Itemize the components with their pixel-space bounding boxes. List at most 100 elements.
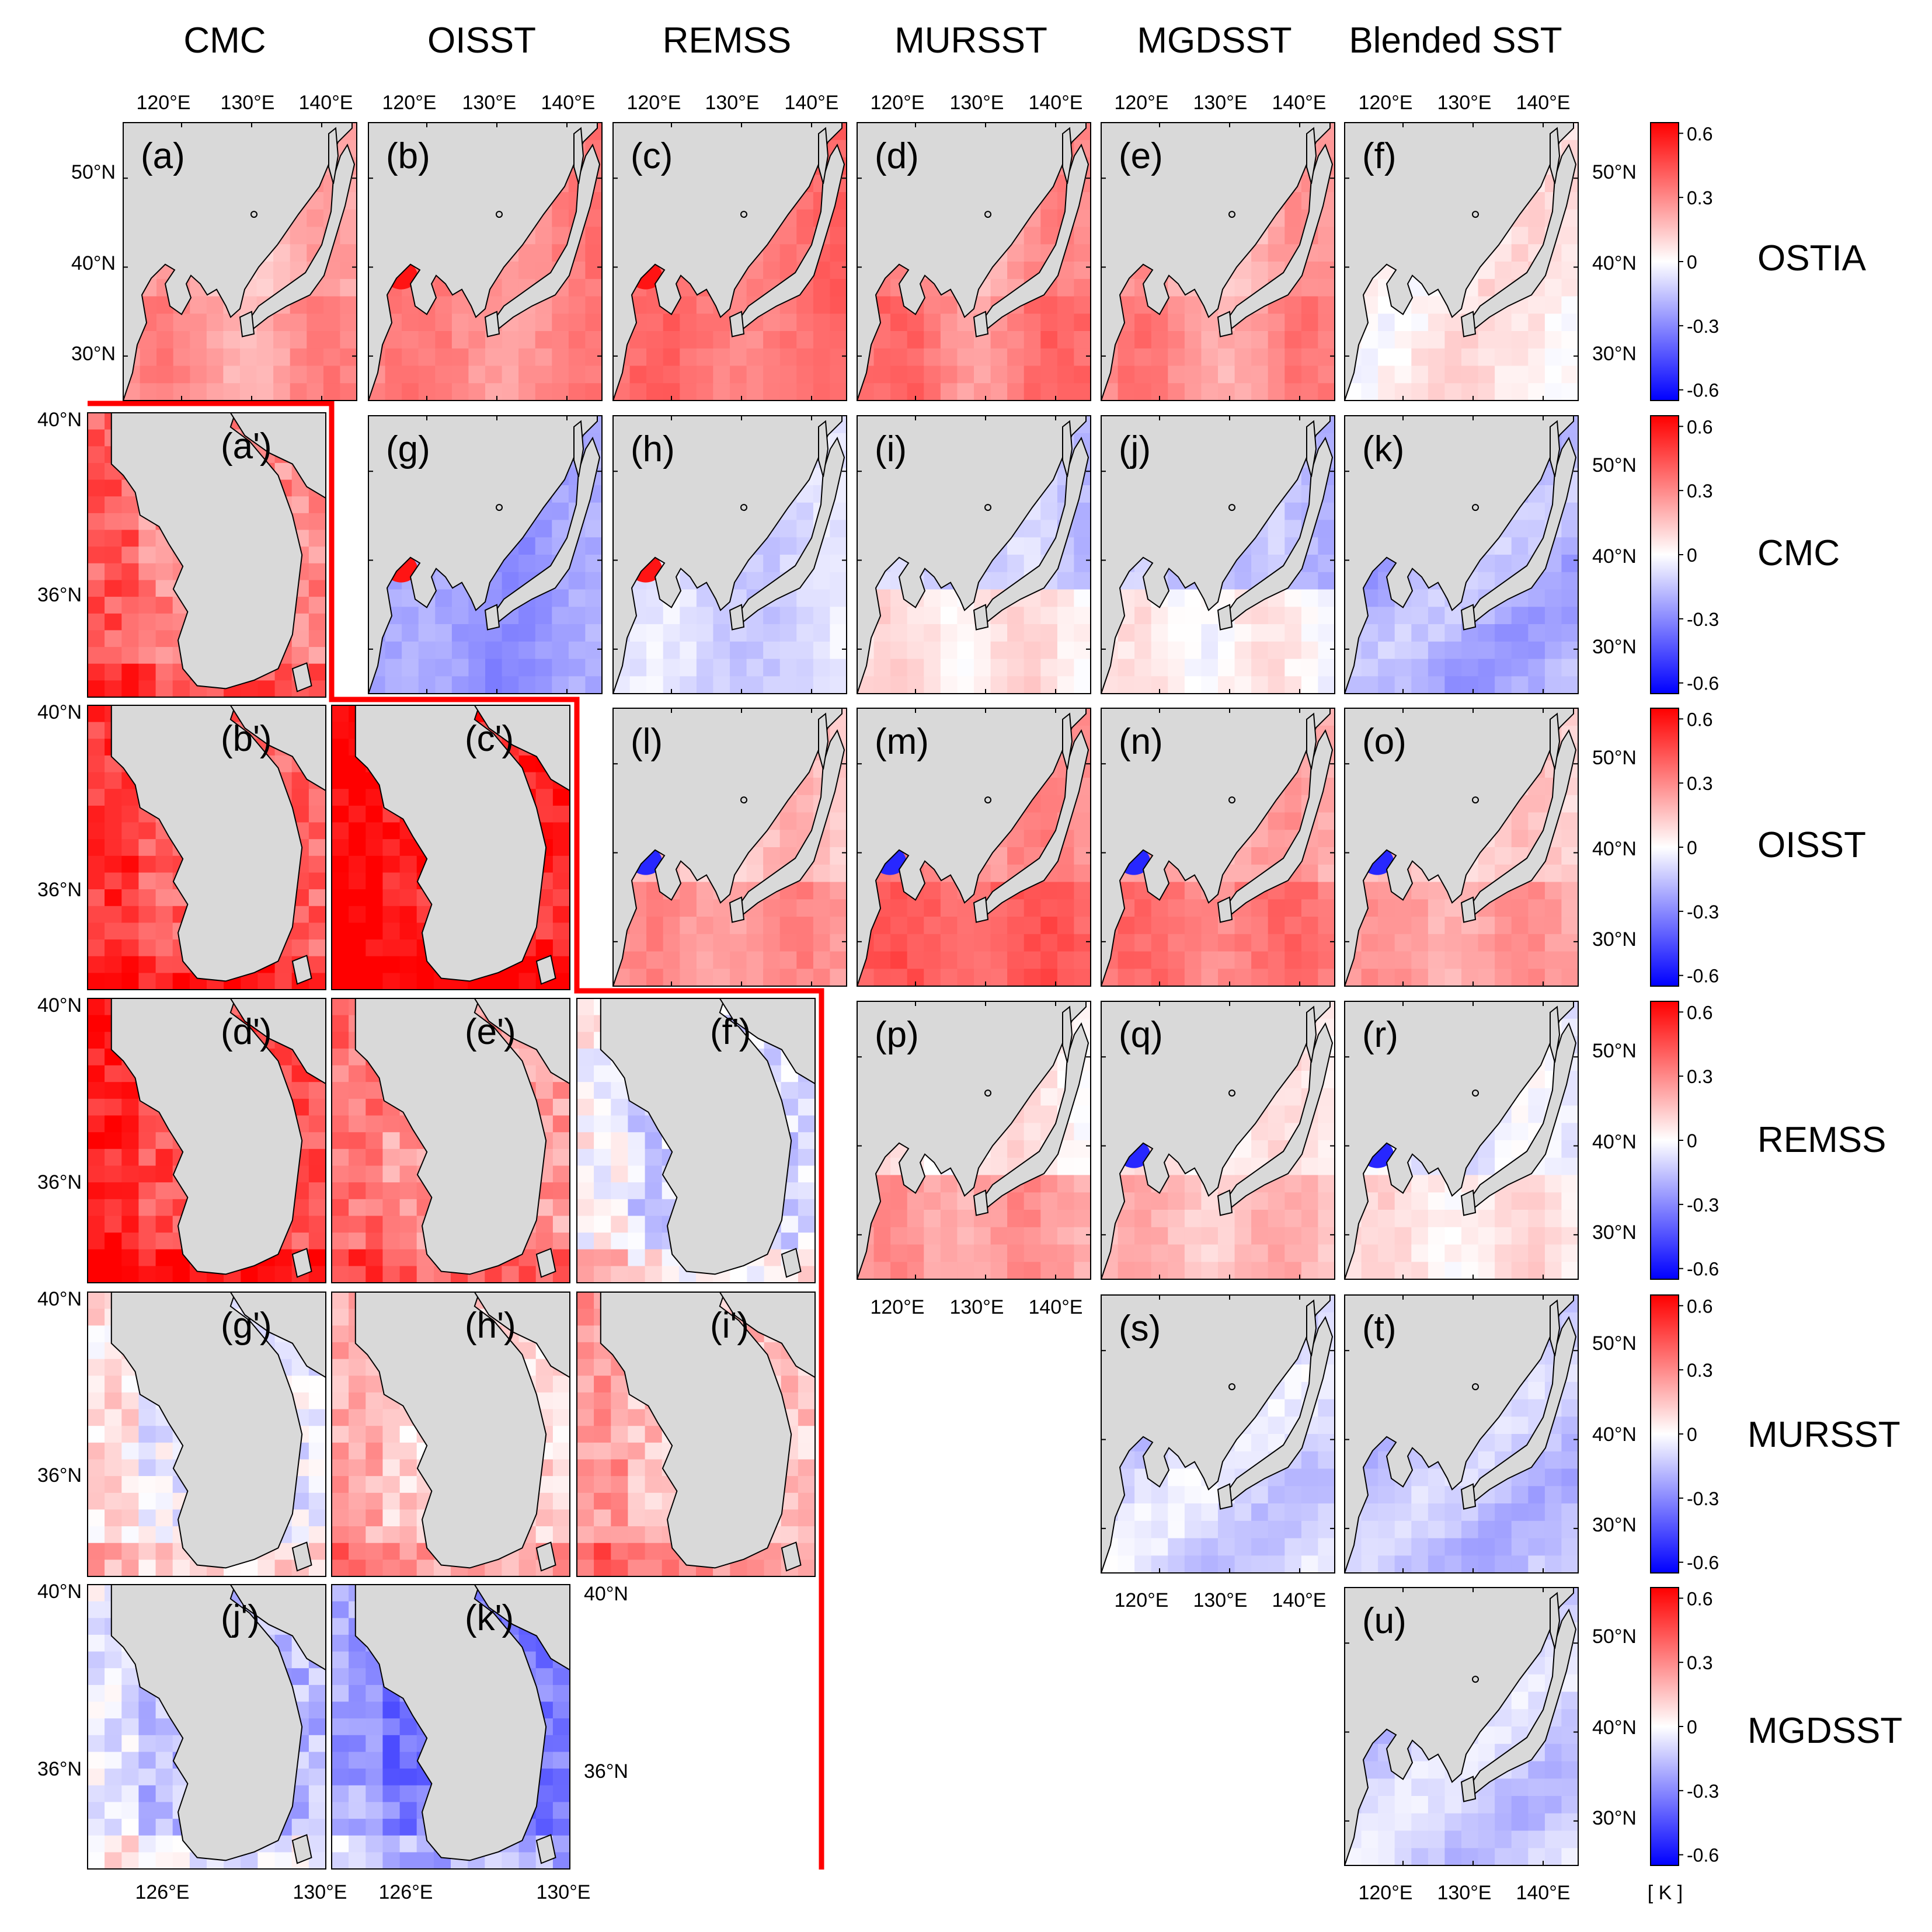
sst-cell	[1444, 1503, 1461, 1521]
sst-cell	[796, 882, 813, 900]
sst-cell	[630, 969, 647, 986]
sst-cell	[1528, 331, 1545, 349]
sst-cell	[1561, 1123, 1578, 1140]
sst-cell	[1057, 572, 1074, 590]
sst-cell	[1235, 1262, 1252, 1279]
lat-tick: 30°N	[1592, 1221, 1637, 1244]
sst-cell	[1201, 1555, 1218, 1573]
sst-cell	[1545, 969, 1562, 986]
sst-cell	[1495, 659, 1512, 677]
sst-cell	[1478, 1521, 1495, 1538]
sst-cell	[569, 349, 586, 366]
sst-cell	[780, 952, 797, 969]
sst-cell	[1362, 383, 1378, 401]
sst-cell	[1478, 1538, 1495, 1556]
sst-cell	[1411, 366, 1428, 384]
region-map-panel: (j)	[1101, 416, 1335, 694]
sst-cell	[585, 331, 602, 349]
sst-cell	[1284, 331, 1301, 349]
sst-cell	[957, 642, 974, 659]
sst-cell	[1561, 813, 1578, 830]
sst-cell	[552, 349, 569, 366]
sst-cell	[1528, 607, 1545, 624]
sst-cell	[1318, 262, 1335, 279]
sst-cell	[1268, 1210, 1285, 1227]
sst-cell	[780, 244, 797, 262]
sst-cell	[1218, 1555, 1235, 1573]
sst-cell	[941, 314, 958, 331]
sst-cell	[646, 349, 663, 366]
sst-cell	[1007, 366, 1024, 384]
sst-cell	[763, 659, 780, 677]
sst-cell	[535, 244, 552, 262]
lat-tick: 30°N	[1592, 1807, 1637, 1829]
row-label-cmc: CMC	[1757, 533, 1840, 573]
sst-cell	[1301, 1451, 1318, 1469]
sst-cell	[1545, 1175, 1562, 1193]
lon-tick: 130°E	[220, 92, 274, 114]
sst-cell	[1528, 590, 1545, 607]
sst-cell	[1024, 624, 1041, 642]
sst-cell	[1168, 1503, 1185, 1521]
sst-cell	[1118, 676, 1135, 694]
sst-cell	[1201, 917, 1218, 934]
sst-cell	[874, 952, 891, 969]
colorbar-tick-label: -0.3	[1687, 901, 1719, 923]
sst-cell	[1428, 383, 1445, 401]
sst-cell	[290, 314, 307, 331]
lon-tick: 126°E	[135, 1881, 189, 1903]
sst-cell	[1074, 1140, 1091, 1158]
sst-cell	[1318, 227, 1335, 245]
sst-cell	[1561, 969, 1578, 986]
sst-cell	[1495, 1486, 1512, 1503]
sst-cell	[1057, 1210, 1074, 1227]
sst-cell	[1495, 1555, 1512, 1573]
sst-cell	[697, 642, 713, 659]
lon-tick: 120°E	[1114, 1589, 1168, 1611]
sst-cell	[1561, 1192, 1578, 1210]
sst-cell	[1268, 899, 1285, 917]
sst-cell	[796, 899, 813, 917]
sst-cell	[1251, 1262, 1268, 1279]
sst-cell	[974, 952, 991, 969]
sst-cell	[1301, 642, 1318, 659]
sst-cell	[813, 969, 830, 986]
sst-cell	[1428, 366, 1445, 384]
sst-cell	[1461, 676, 1478, 694]
sst-cell	[1301, 934, 1318, 952]
sst-cell	[1378, 676, 1395, 694]
sst-cell	[1411, 1486, 1428, 1503]
sst-cell	[1318, 899, 1335, 917]
sst-cell	[941, 917, 958, 934]
sst-cell	[747, 331, 764, 349]
sst-cell	[1151, 1245, 1168, 1262]
sst-cell	[340, 349, 357, 366]
colorbar-tick-label: -0.3	[1687, 316, 1719, 337]
sst-cell	[1057, 969, 1074, 986]
sst-cell	[974, 383, 991, 401]
sst-cell	[830, 590, 847, 607]
sst-cell	[190, 314, 207, 331]
sst-cell	[1040, 1106, 1057, 1123]
sst-cell	[1235, 331, 1252, 349]
sst-cell	[1134, 1555, 1151, 1573]
lon-tick: 120°E	[136, 92, 190, 114]
sst-cell	[907, 952, 924, 969]
sst-cell	[1268, 1555, 1285, 1573]
sst-cell	[1235, 1245, 1252, 1262]
sst-cell	[830, 572, 847, 590]
sst-cell	[830, 899, 847, 917]
sst-cell	[1561, 642, 1578, 659]
sst-cell	[747, 952, 764, 969]
sst-cell	[1185, 642, 1202, 659]
sst-cell	[1118, 1227, 1135, 1245]
sst-cell	[1268, 1227, 1285, 1245]
sst-cell	[1024, 676, 1041, 694]
sst-cell	[1074, 520, 1091, 538]
sst-cell	[1057, 349, 1074, 366]
sst-cell	[1185, 1521, 1202, 1538]
lat-tick: 50°N	[1592, 161, 1637, 183]
sst-cell	[1512, 1192, 1529, 1210]
region-map-panel: (s)	[1101, 1295, 1335, 1574]
sst-cell	[1528, 1245, 1545, 1262]
